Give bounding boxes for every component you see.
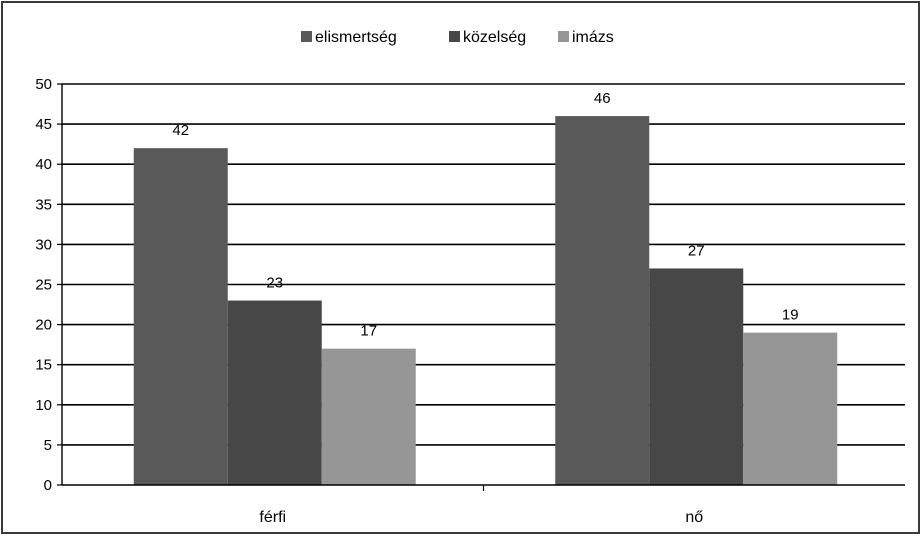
bar-közelség [227,300,322,485]
legend: elismertség közelség imázs [301,29,614,46]
y-tick-label: 50 [35,76,52,93]
y-tick-label: 10 [35,397,52,414]
bar-imázs [321,348,416,485]
data-labels: 42 23 17 46 27 19 [172,90,798,340]
y-tick-label: 25 [35,277,52,294]
y-tick-label: 35 [35,196,52,213]
y-tick-label: 5 [44,437,52,454]
y-tick-label: 30 [35,236,52,253]
y-tick-label: 0 [44,477,52,494]
y-tick-label: 40 [35,156,52,173]
data-label: 42 [172,122,189,139]
bar-elismertség [555,116,650,485]
legend-swatch [558,31,569,42]
y-tick-labels: 0 5 10 15 20 25 30 35 40 45 50 [35,76,52,494]
bar-elismertség [133,148,228,485]
x-category-labels: férfi nő [259,509,703,526]
y-tick-label: 45 [35,116,52,133]
data-label: 27 [688,242,705,259]
data-label: 17 [360,323,377,340]
bar-imázs [743,332,838,485]
y-tick-label: 20 [35,317,52,334]
legend-label: közelség [463,29,526,46]
legend-label: elismertség [315,29,397,46]
data-label: 19 [782,307,799,324]
legend-label: imázs [572,29,614,46]
data-label: 23 [266,275,283,292]
data-label: 46 [594,90,611,107]
bar-közelség [649,268,744,485]
axes [57,83,905,491]
legend-swatch [449,31,460,42]
x-category-label: nő [685,509,703,526]
y-tick-label: 15 [35,357,52,374]
bars [133,116,838,485]
x-category-label: férfi [259,509,286,526]
legend-swatch [301,31,312,42]
